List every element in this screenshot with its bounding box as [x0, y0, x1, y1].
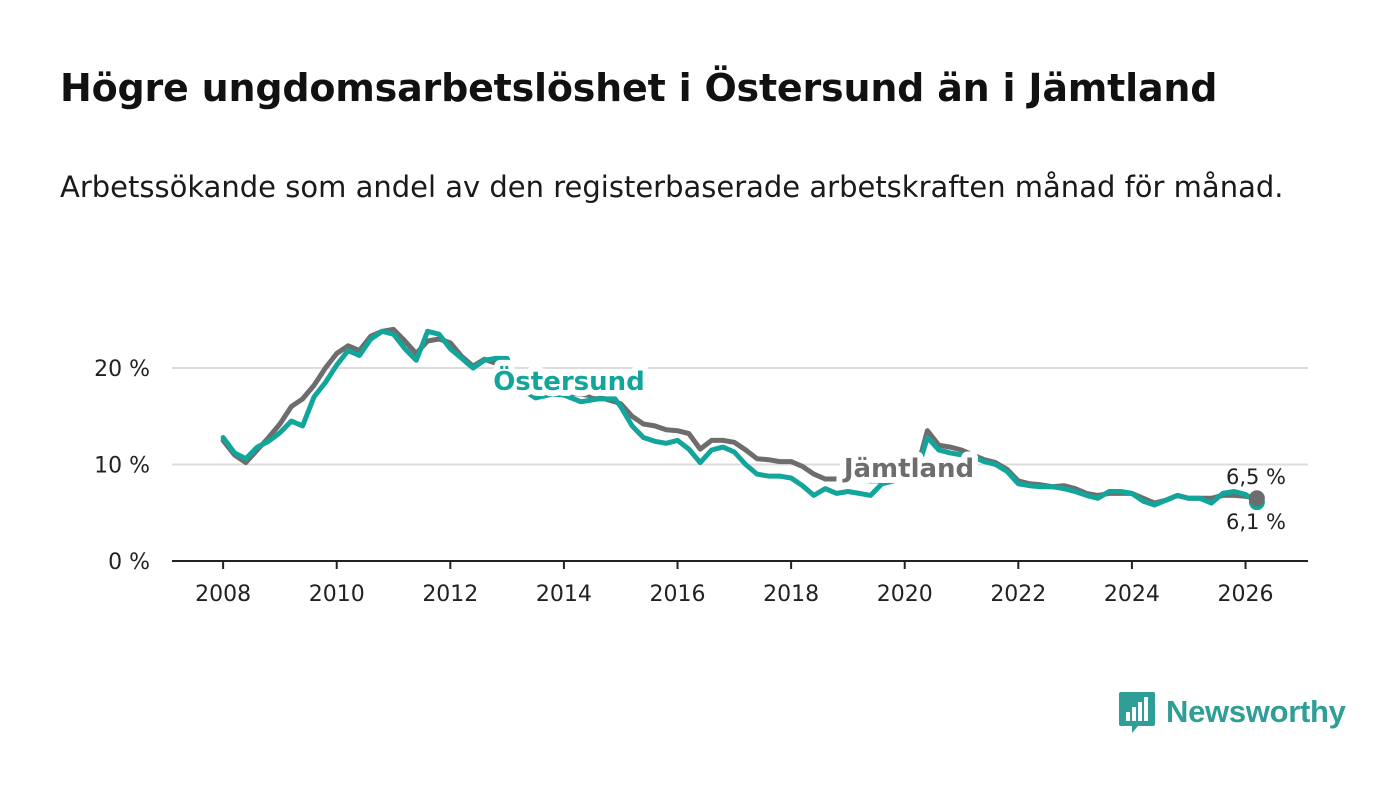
series-line-jamtland — [220, 326, 1260, 506]
end-value-ostersund: 6,1 % — [1226, 510, 1286, 534]
end-value-jamtland: 6,5 % — [1226, 465, 1286, 489]
gridlines — [172, 367, 1308, 466]
x-tick-label: 2010 — [309, 582, 365, 607]
series-label-jamtland: Jämtland — [842, 454, 974, 484]
series-label-jamtland-halo: Jämtland — [842, 454, 974, 484]
series-label-ostersund: Östersund — [493, 364, 645, 397]
x-tick-label: 2008 — [195, 582, 251, 607]
x-tick-label: 2020 — [877, 582, 933, 607]
series-line-ostersund — [220, 328, 1260, 508]
y-tick-label: 10 % — [94, 454, 150, 479]
x-tick-label: 2012 — [422, 582, 478, 607]
series-lines — [220, 326, 1265, 511]
brand-name: Newsworthy — [1166, 694, 1346, 729]
axes: 0 % 10 % 20 % 2008 2010 2012 2014 2016 2018 2020 2… — [94, 357, 1308, 607]
x-tick-label: 2014 — [536, 582, 592, 607]
y-tick-label: 20 % — [94, 357, 150, 382]
end-value-ostersund-halo: 6,1 % — [1226, 510, 1286, 534]
x-tick-label: 2026 — [1218, 582, 1274, 607]
chart-title: Högre ungdomsarbetslöshet i Östersund än… — [60, 66, 1218, 110]
newsworthy-logo[interactable]: Newsworthy — [1118, 690, 1346, 734]
end-value-jamtland-halo: 6,5 % — [1226, 465, 1286, 489]
x-tick-label: 2016 — [650, 582, 706, 607]
y-tick-label: 0 % — [108, 550, 150, 575]
bar-chart-speech-bubble-icon — [1119, 692, 1155, 733]
chart-subtitle: Arbetssökande som andel av den registerb… — [60, 170, 1284, 204]
x-tick-label: 2024 — [1104, 582, 1160, 607]
x-tick-label: 2018 — [763, 582, 819, 607]
end-dot-jamtland — [1248, 490, 1265, 507]
x-tick-label: 2022 — [990, 582, 1046, 607]
